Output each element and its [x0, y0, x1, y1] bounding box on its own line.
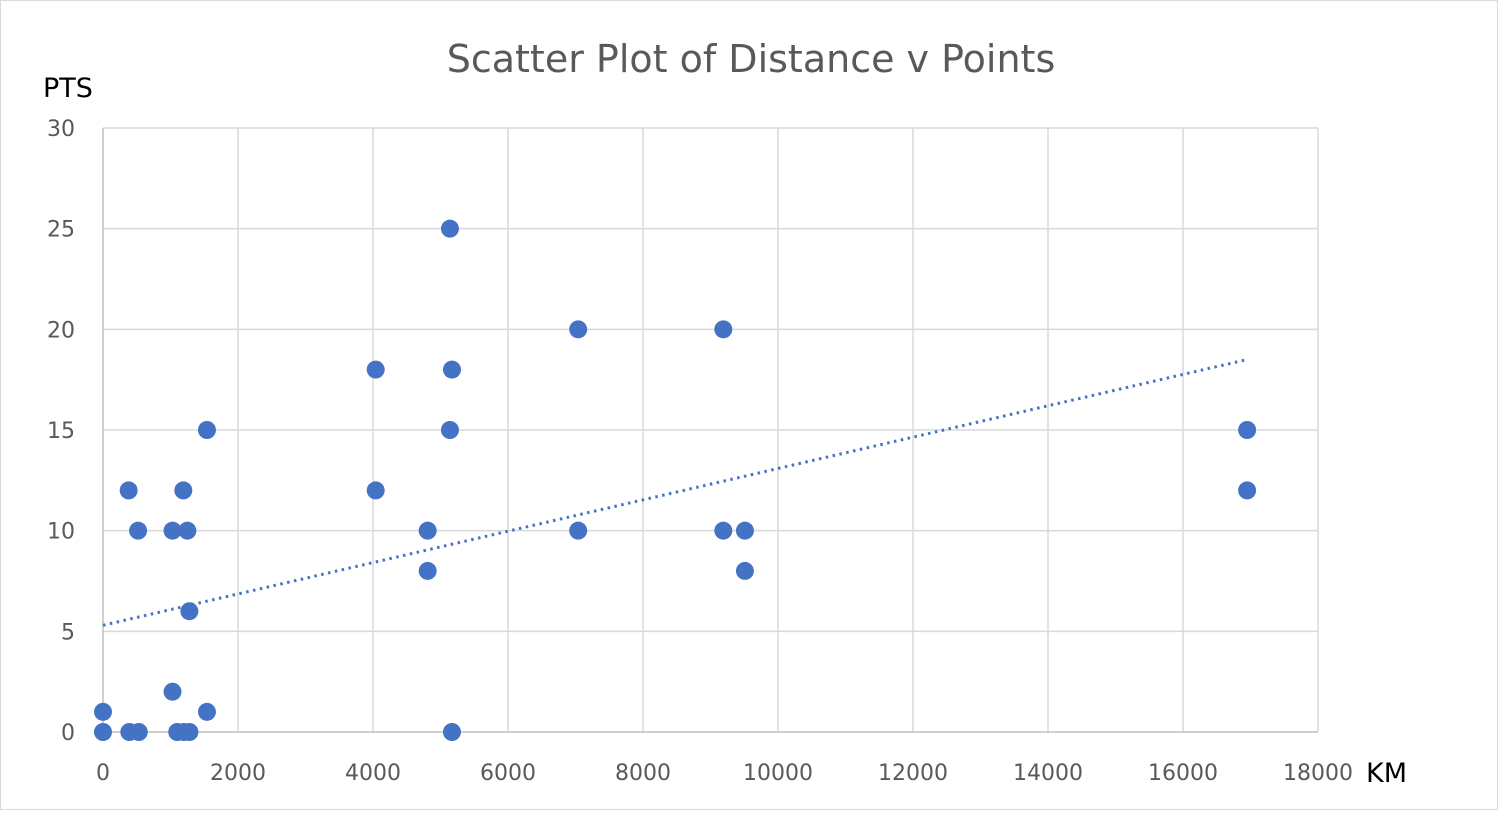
- scatter-point: [180, 602, 199, 621]
- x-tick-label: 10000: [743, 761, 813, 786]
- scatter-point: [442, 723, 461, 741]
- x-tick-label: 16000: [1148, 761, 1218, 786]
- scatter-point: [440, 421, 459, 439]
- scatter-point: [714, 521, 733, 540]
- x-tick-label: 8000: [615, 761, 671, 786]
- tick-labels: 0 5 10 15 20 25 30 0 2000 4000 6000 8000 10000 12000 1…: [47, 117, 1353, 786]
- scatter-point: [129, 521, 148, 540]
- scatter-point: [714, 320, 733, 339]
- scatter-point: [178, 521, 197, 540]
- x-tick-label: 14000: [1013, 761, 1083, 786]
- scatter-point: [174, 481, 193, 500]
- scatter-point: [569, 320, 588, 339]
- x-tick-label: 0: [96, 761, 110, 786]
- x-axis-title: KM: [1366, 758, 1407, 789]
- trendline-group: [102, 358, 1248, 627]
- gridlines: [102, 127, 1319, 733]
- x-tick-label: 6000: [480, 761, 536, 786]
- y-tick-label: 0: [61, 721, 75, 746]
- scatter-point: [119, 481, 138, 500]
- scatter-point: [440, 219, 459, 238]
- scatter-point: [569, 521, 588, 540]
- y-tick-label: 20: [47, 318, 75, 343]
- scatter-point: [180, 723, 199, 741]
- scatter-point: [418, 521, 437, 540]
- y-tick-label: 15: [47, 419, 75, 444]
- scatter-point: [129, 723, 148, 741]
- scatter-point: [735, 561, 754, 580]
- scatter-point: [163, 521, 182, 540]
- trendline: [102, 358, 1248, 627]
- chart-title: Scatter Plot of Distance v Points: [447, 37, 1056, 81]
- data-points: [94, 219, 1257, 741]
- x-tick-label: 12000: [878, 761, 948, 786]
- scatter-point: [94, 702, 112, 721]
- y-tick-label: 30: [47, 117, 75, 142]
- scatter-point: [94, 723, 112, 741]
- scatter-point: [735, 521, 754, 540]
- scatter-point: [197, 702, 216, 721]
- scatter-point: [163, 682, 182, 701]
- y-tick-label: 5: [61, 620, 75, 645]
- scatter-point: [442, 360, 461, 379]
- y-tick-label: 10: [47, 520, 75, 545]
- scatter-point: [366, 481, 385, 500]
- y-axis-title: PTS: [43, 73, 93, 104]
- y-tick-label: 25: [47, 218, 75, 243]
- scatter-point: [197, 421, 216, 439]
- x-tick-label: 2000: [210, 761, 266, 786]
- scatter-point: [1238, 421, 1257, 439]
- scatter-point: [1238, 481, 1257, 500]
- scatter-point: [418, 561, 437, 580]
- x-tick-label: 4000: [345, 761, 401, 786]
- scatter-point: [366, 360, 385, 379]
- x-tick-label: 18000: [1283, 761, 1353, 786]
